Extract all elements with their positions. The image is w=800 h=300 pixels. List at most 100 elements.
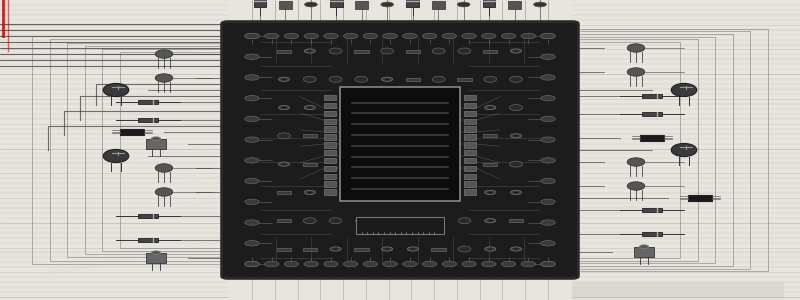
Circle shape [284,261,298,267]
Circle shape [245,261,259,267]
Circle shape [433,219,444,223]
Circle shape [245,199,259,205]
Circle shape [245,95,259,101]
Bar [464,189,477,195]
Circle shape [488,107,493,109]
Ellipse shape [458,218,471,224]
Circle shape [462,261,476,267]
Circle shape [245,54,259,59]
Circle shape [407,247,418,251]
Circle shape [422,33,437,39]
Bar [323,126,336,132]
Ellipse shape [510,161,522,167]
Circle shape [402,261,417,267]
Bar [483,50,498,52]
Circle shape [363,33,378,39]
Bar [323,142,336,148]
Circle shape [541,33,555,39]
Circle shape [282,107,286,109]
Circle shape [330,247,341,251]
Bar [323,118,336,124]
Bar [464,182,477,187]
Circle shape [541,199,555,205]
Circle shape [383,261,398,267]
Bar [254,0,266,7]
Bar [138,238,158,242]
Circle shape [245,261,259,267]
Circle shape [485,247,496,251]
Circle shape [151,251,161,254]
Circle shape [381,2,394,7]
Ellipse shape [303,218,316,224]
Bar [302,163,317,166]
Circle shape [514,50,518,52]
Ellipse shape [458,246,471,252]
Ellipse shape [103,149,129,163]
Bar [634,247,654,257]
Circle shape [541,241,555,246]
Circle shape [485,106,496,110]
Ellipse shape [155,164,173,172]
Circle shape [359,220,364,222]
Circle shape [245,158,259,163]
Ellipse shape [355,76,368,82]
Circle shape [304,261,318,267]
Circle shape [639,245,649,248]
Ellipse shape [510,76,522,82]
Bar [406,78,420,81]
Bar [340,87,460,201]
Circle shape [521,33,535,39]
Circle shape [282,163,286,165]
Circle shape [305,2,318,7]
Ellipse shape [329,76,342,82]
Bar [120,129,144,135]
Circle shape [541,33,555,39]
Circle shape [304,190,315,194]
Circle shape [502,33,516,39]
Ellipse shape [278,133,290,139]
Circle shape [514,191,518,193]
Circle shape [510,190,522,194]
Bar [323,150,336,155]
Circle shape [265,261,279,267]
Ellipse shape [627,158,645,166]
Bar [302,134,317,137]
Circle shape [485,190,496,194]
Circle shape [510,134,522,138]
Circle shape [510,49,522,53]
Bar [277,219,291,222]
Bar [464,118,477,124]
Bar [432,2,445,9]
Ellipse shape [627,68,645,76]
Circle shape [482,261,496,267]
Circle shape [245,116,259,122]
Circle shape [482,33,496,39]
Circle shape [307,107,312,109]
Circle shape [245,178,259,184]
Circle shape [534,2,546,7]
Circle shape [245,137,259,142]
Circle shape [385,78,390,80]
Ellipse shape [303,76,316,82]
Circle shape [284,33,298,39]
Circle shape [402,33,417,39]
Bar [279,2,292,9]
Ellipse shape [671,83,697,97]
Bar [642,208,662,212]
Bar [464,111,477,116]
Bar [464,158,477,163]
Circle shape [245,33,259,39]
Ellipse shape [329,48,342,54]
Bar [688,195,712,201]
Circle shape [382,247,393,251]
Ellipse shape [458,48,471,54]
Circle shape [278,162,290,166]
Circle shape [541,137,555,142]
Circle shape [436,220,441,222]
Bar [431,248,446,250]
Bar [277,50,291,52]
Circle shape [442,33,457,39]
Circle shape [458,2,470,7]
Circle shape [541,116,555,122]
Circle shape [278,77,290,81]
